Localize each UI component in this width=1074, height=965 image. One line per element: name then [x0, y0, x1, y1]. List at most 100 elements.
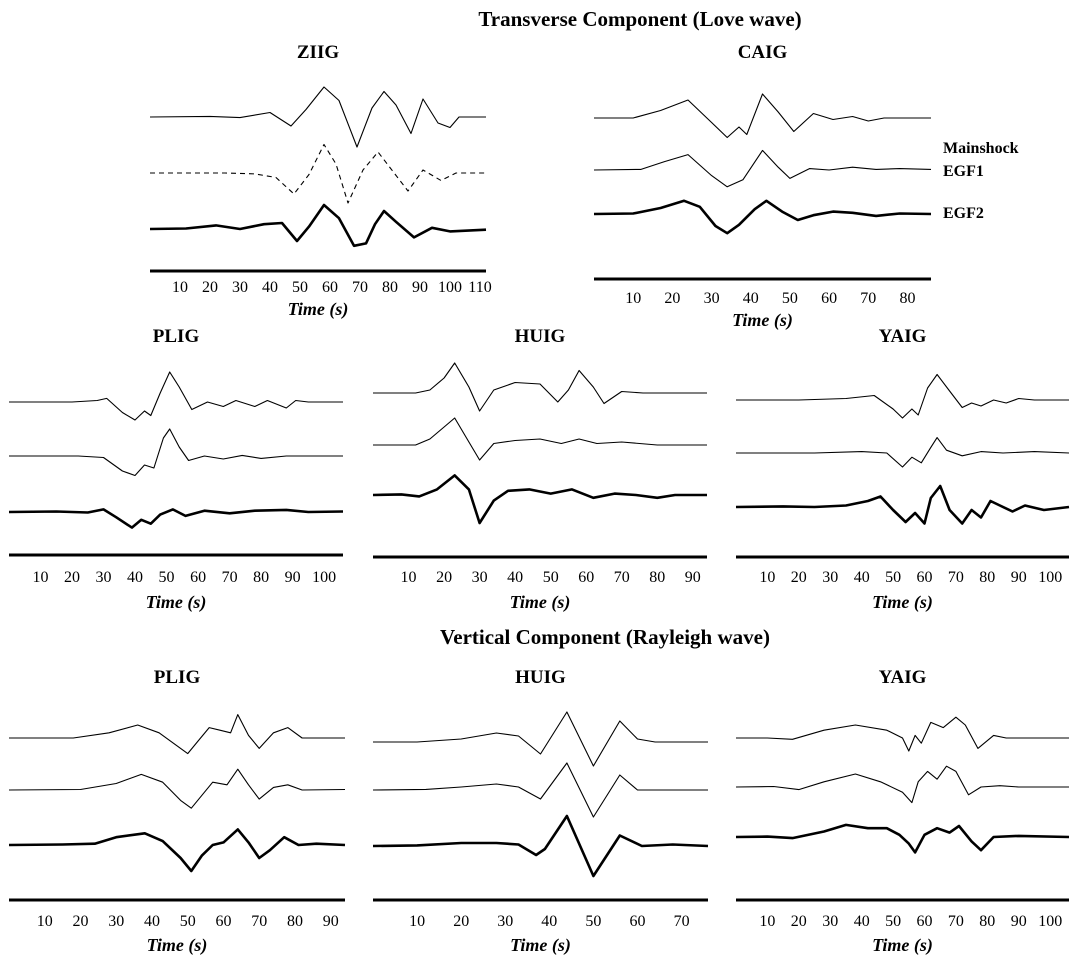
transverse-ziig-trace-mainshock [149, 86, 486, 148]
transverse-ziig-tick-label: 30 [232, 279, 248, 296]
transverse-plig-x-axis-title: Time (s) [146, 592, 207, 613]
transverse-yaig-x-axis-title: Time (s) [872, 592, 933, 613]
vertical-huig-x-axis-title: Time (s) [510, 935, 571, 956]
transverse-caig-tick-label: 80 [900, 290, 916, 307]
transverse-plig-trace-egf2 [8, 508, 344, 529]
transverse-huig-trace-mainshock [373, 362, 707, 412]
vertical-plig-tick-label: 30 [108, 913, 124, 930]
vertical-plig-tick-label: 60 [216, 913, 232, 930]
vertical-plig-tick-label: 80 [287, 913, 303, 930]
vertical-huig-tick-label: 70 [674, 913, 690, 930]
transverse-huig-trace-egf1 [373, 417, 707, 461]
section-title-vertical: Vertical Component (Rayleigh wave) [440, 625, 770, 649]
vertical-plig-tick-label: 20 [73, 913, 89, 930]
transverse-ziig-tick-label: 50 [292, 279, 308, 296]
transverse-ziig-tick-label: 100 [438, 279, 462, 296]
transverse-ziig-tick-label: 70 [352, 279, 368, 296]
vertical-huig-trace-egf2 [372, 814, 709, 878]
transverse-plig-tick-label: 70 [222, 569, 238, 586]
transverse-ziig-tick-label: 110 [468, 279, 491, 296]
transverse-caig-tick-label: 40 [743, 290, 759, 307]
transverse-caig-station-title: CAIG [738, 42, 788, 63]
vertical-yaig-x-axis-title: Time (s) [872, 935, 933, 956]
transverse-ziig-tick-label: 80 [382, 279, 398, 296]
vertical-huig-tick-label: 20 [453, 913, 469, 930]
vertical-yaig-tick-label: 10 [759, 913, 775, 930]
vertical-yaig-trace-egf2 [735, 823, 1070, 854]
transverse-huig-tick-label: 60 [578, 569, 594, 586]
vertical-huig-tick-label: 30 [497, 913, 513, 930]
transverse-huig-tick-label: 30 [472, 569, 488, 586]
transverse-huig-panel: HUIG 10 20 30 40 50 60 70 80 90 Time (s) [372, 326, 707, 613]
vertical-huig-tick-label: 40 [541, 913, 557, 930]
transverse-yaig-panel: YAIG 10 20 30 40 50 60 70 80 90 100 Time (s) [735, 326, 1070, 613]
vertical-plig-tick-label: 90 [323, 913, 339, 930]
transverse-huig-station-title: HUIG [515, 326, 566, 347]
transverse-caig-tick-label: 60 [821, 290, 837, 307]
transverse-yaig-trace-mainshock [736, 373, 1069, 419]
transverse-ziig-trace-egf2 [149, 203, 487, 248]
transverse-ziig-tick-label: 90 [412, 279, 428, 296]
transverse-huig-tick-label: 20 [436, 569, 452, 586]
transverse-yaig-trace-egf1 [736, 437, 1070, 468]
vertical-plig-tick-label: 50 [180, 913, 196, 930]
vertical-yaig-tick-label: 40 [854, 913, 870, 930]
section-title-transverse: Transverse Component (Love wave) [478, 7, 801, 31]
vertical-yaig-tick-label: 50 [885, 913, 901, 930]
vertical-yaig-tick-label: 80 [979, 913, 995, 930]
transverse-caig-trace-egf1 [593, 149, 932, 188]
vertical-huig-trace-egf1 [372, 762, 708, 818]
transverse-yaig-station-title: YAIG [879, 326, 927, 347]
transverse-yaig-trace-egf2 [735, 484, 1070, 525]
vertical-yaig-trace-egf1 [735, 765, 1069, 804]
vertical-plig-tick-label: 10 [37, 913, 53, 930]
transverse-yaig-tick-label: 20 [791, 569, 807, 586]
transverse-ziig-tick-label: 10 [172, 279, 188, 296]
vertical-plig-tick-label: 40 [144, 913, 160, 930]
transverse-caig-tick-label: 70 [860, 290, 876, 307]
vertical-yaig-tick-label: 100 [1038, 913, 1062, 930]
transverse-huig-tick-label: 10 [401, 569, 417, 586]
vertical-huig-tick-label: 10 [409, 913, 425, 930]
vertical-yaig-tick-label: 30 [822, 913, 838, 930]
transverse-yaig-tick-label: 80 [979, 569, 995, 586]
transverse-caig-x-axis-title: Time (s) [732, 310, 793, 331]
transverse-ziig-x-axis-title: Time (s) [288, 299, 349, 320]
vertical-yaig-tick-label: 60 [917, 913, 933, 930]
transverse-plig-tick-label: 20 [64, 569, 80, 586]
legend-egf2: EGF2 [943, 205, 984, 222]
transverse-ziig-station-title: ZIIG [297, 42, 339, 63]
vertical-yaig-tick-label: 20 [791, 913, 807, 930]
transverse-caig-trace-mainshock [594, 93, 931, 139]
legend-mainshock: Mainshock [943, 140, 1019, 157]
transverse-huig-tick-label: 80 [649, 569, 665, 586]
transverse-plig-trace-mainshock [9, 371, 343, 421]
transverse-huig-tick-label: 70 [614, 569, 630, 586]
transverse-huig-tick-label: 40 [507, 569, 523, 586]
transverse-huig-trace-egf2 [372, 474, 707, 525]
transverse-caig-panel: CAIG 10 20 30 40 50 60 70 80 Time (s) [593, 42, 932, 331]
transverse-plig-tick-label: 80 [253, 569, 269, 586]
panels: ZIIG 10 20 30 40 50 60 70 80 90 100 110 Time (s) CAIG… [8, 42, 1070, 956]
transverse-yaig-tick-label: 70 [948, 569, 964, 586]
transverse-yaig-tick-label: 50 [885, 569, 901, 586]
transverse-ziig-tick-label: 40 [262, 279, 278, 296]
transverse-plig-tick-label: 60 [190, 569, 206, 586]
transverse-huig-x-axis-title: Time (s) [510, 592, 571, 613]
transverse-ziig-trace-egf1 [150, 143, 486, 204]
vertical-yaig-trace-mainshock [736, 716, 1069, 752]
transverse-huig-tick-label: 90 [685, 569, 701, 586]
transverse-caig-tick-label: 50 [782, 290, 798, 307]
transverse-yaig-tick-label: 90 [1011, 569, 1027, 586]
transverse-caig-tick-label: 30 [704, 290, 720, 307]
transverse-plig-tick-label: 10 [33, 569, 49, 586]
transverse-caig-tick-label: 10 [625, 290, 641, 307]
vertical-yaig-tick-label: 90 [1011, 913, 1027, 930]
transverse-yaig-tick-label: 30 [822, 569, 838, 586]
vertical-plig-tick-label: 70 [251, 913, 267, 930]
vertical-plig-trace-mainshock [9, 714, 345, 755]
vertical-yaig-tick-label: 70 [948, 913, 964, 930]
vertical-huig-station-title: HUIG [515, 667, 566, 688]
transverse-plig-tick-label: 50 [159, 569, 175, 586]
